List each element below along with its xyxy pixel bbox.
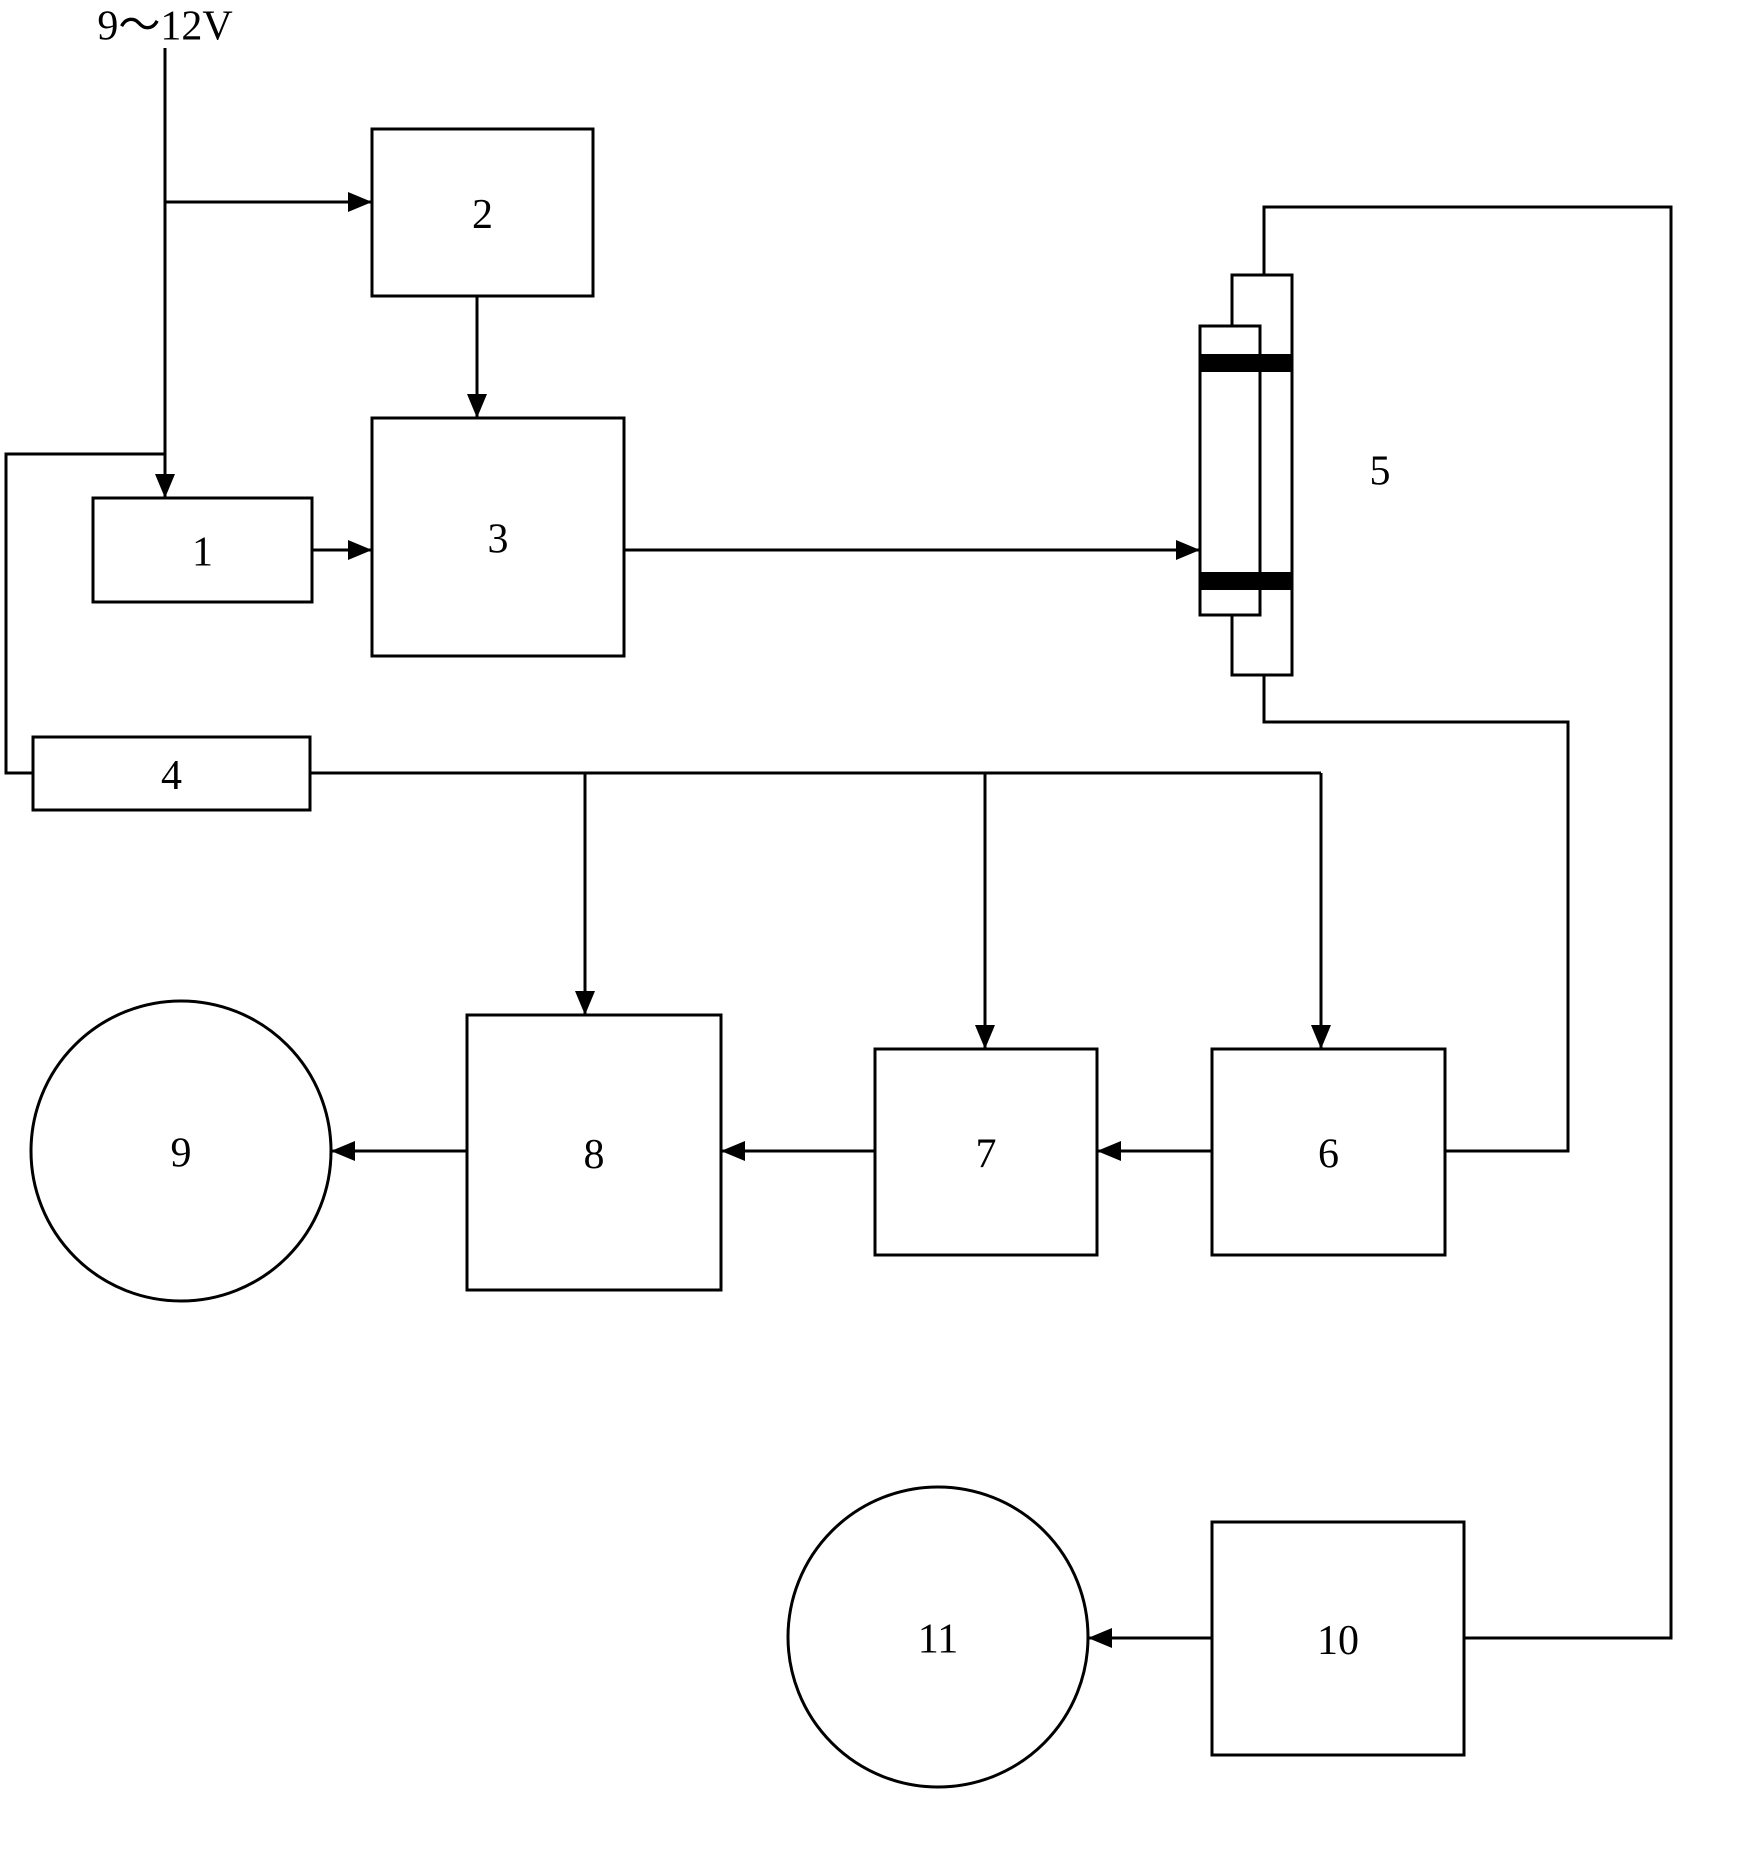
input-voltage-label: 9～12V <box>97 4 232 50</box>
block-label-7: 7 <box>976 1132 997 1178</box>
block-diagram: 1 2 3 4 5 6 7 8 9 10 11 9～12V <box>0 0 1740 1873</box>
block-label-1: 1 <box>192 530 213 576</box>
block-label-2: 2 <box>472 192 493 238</box>
block-label-5: 5 <box>1370 449 1391 495</box>
block-label-10: 10 <box>1317 1618 1359 1664</box>
block-label-9: 9 <box>171 1131 192 1177</box>
block-label-4: 4 <box>161 753 182 799</box>
block-label-8: 8 <box>584 1132 605 1178</box>
coil-band <box>1200 572 1292 590</box>
coil-band <box>1200 354 1292 372</box>
block-label-11: 11 <box>918 1617 958 1663</box>
block-label-3: 3 <box>488 517 509 563</box>
block-label-6: 6 <box>1318 1132 1339 1178</box>
